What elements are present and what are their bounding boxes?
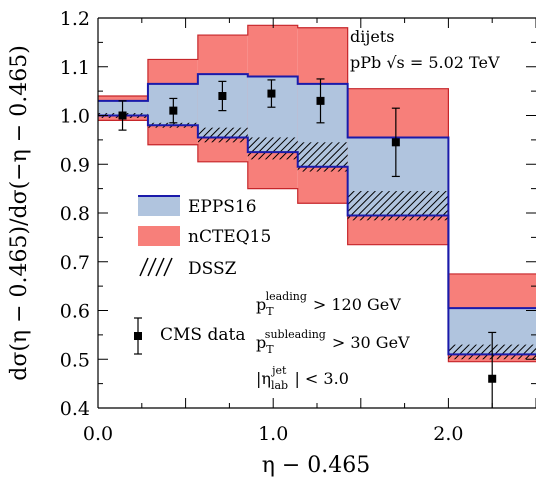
y-axis-title: dσ(η − 0.465)/dσ(−η − 0.465): [7, 45, 32, 381]
cms-data-point: [218, 80, 227, 112]
y-tick-label: 0.6: [60, 301, 90, 323]
cut-subleading: pTsubleading > 30 GeV: [256, 328, 410, 356]
y-tick-label: 0.5: [60, 349, 90, 371]
y-tick-label: 0.4: [60, 398, 90, 420]
kinematic-cuts: pTleading > 120 GeV pTsubleading > 30 GeV …: [256, 290, 410, 392]
y-tick-label: 0.7: [60, 252, 90, 274]
y-tick-label: 1.2: [60, 8, 90, 30]
x-tick-label: 2.0: [433, 423, 463, 445]
y-tick-label: 1.1: [60, 57, 90, 79]
ticks-layer: [97, 17, 536, 409]
ncteq15-lower-edge: [98, 119, 536, 363]
legend-swatch-dssz: [139, 257, 173, 277]
legend: EPPS16 nCTEQ15 DSSZ CMS data: [134, 195, 271, 355]
legend-label-cms: CMS data: [160, 325, 245, 345]
legend-label-dssz: DSSZ: [188, 259, 237, 279]
epps16-lower-edge: [98, 114, 536, 356]
tick-labels-layer: 0.4 0.5 0.6 0.7 0.8 0.9 1.0 1.1 1.2 0.0 1.0 2.0: [60, 8, 464, 445]
data-points-layer: [118, 78, 497, 408]
cut-leading: pTleading > 120 GeV: [256, 290, 401, 318]
legend-label-ncteq15: nCTEQ15: [188, 227, 271, 247]
legend-label-epps16: EPPS16: [188, 197, 257, 217]
x-tick-label: 1.0: [258, 423, 288, 445]
annotation-sqrt-s: √s: [386, 53, 404, 72]
cms-data-point: [118, 100, 127, 131]
bands-layer: [98, 24, 536, 363]
x-axis-title: η − 0.465: [262, 453, 371, 478]
annotation-energy: = 5.02 TeV: [410, 53, 500, 72]
epps16-upper-edge: [98, 73, 536, 310]
cms-data-point: [316, 78, 325, 124]
legend-swatch-epps16: [138, 196, 180, 216]
y-tick-label: 1.0: [60, 106, 90, 128]
cms-data-point: [391, 107, 400, 178]
cms-data-point: [488, 331, 497, 408]
cms-data-point: [169, 97, 178, 124]
annotation-system-prefix: pPb: [350, 53, 381, 72]
legend-marker-cms: [134, 317, 142, 355]
cut-eta: |ηlabjet | < 3.0: [256, 364, 349, 392]
y-tick-label: 0.8: [60, 203, 90, 225]
annotation-dijets: dijets: [350, 27, 394, 46]
dssz-band-bin: [197, 127, 248, 143]
dssz-band-bin: [247, 137, 298, 160]
y-tick-label: 0.9: [60, 154, 90, 176]
x-tick-label: 0.0: [83, 423, 113, 445]
legend-swatch-ncteq15: [138, 226, 180, 246]
cms-data-point: [267, 79, 276, 108]
annotation-system: pPb √s = 5.02 TeV: [350, 53, 500, 72]
